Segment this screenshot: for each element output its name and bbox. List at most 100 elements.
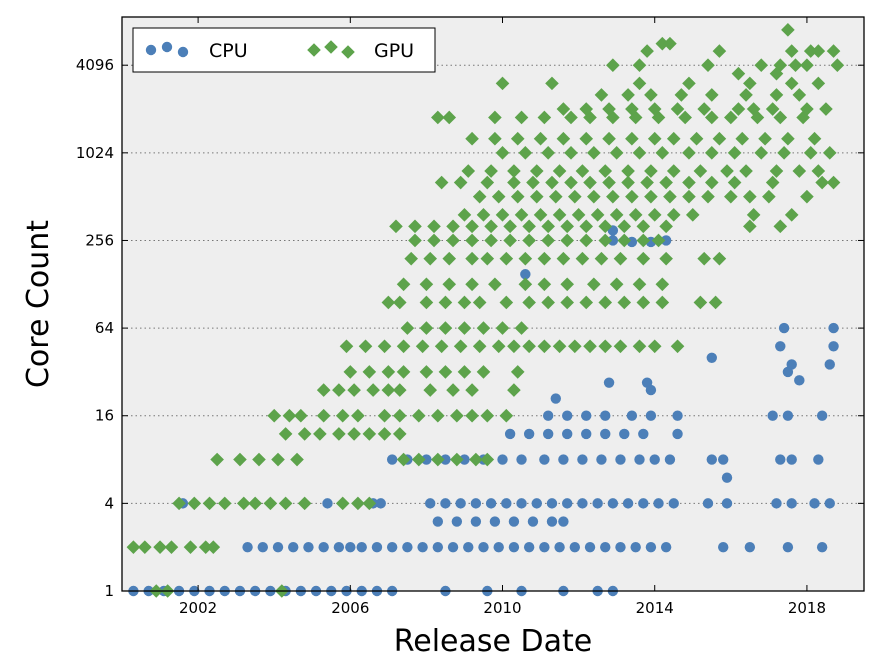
gpu-point xyxy=(674,88,689,102)
gpu-point xyxy=(564,175,578,190)
cpu-series xyxy=(128,225,839,597)
gpu-point xyxy=(465,219,479,234)
gpu-point xyxy=(564,110,578,125)
gpu-point xyxy=(594,251,609,266)
gpu-point xyxy=(617,295,632,310)
gpu-point xyxy=(537,277,552,292)
gpu-point xyxy=(598,339,613,354)
gpu-point xyxy=(640,44,654,58)
cpu-point xyxy=(520,269,531,280)
gpu-point xyxy=(663,36,677,51)
gpu-point xyxy=(571,208,586,222)
gpu-point xyxy=(335,408,350,423)
gpu-point xyxy=(743,189,757,204)
cpu-point xyxy=(721,472,733,483)
gpu-point xyxy=(442,251,457,266)
cpu-point xyxy=(809,498,820,509)
cpu-point xyxy=(371,541,383,553)
gpu-point xyxy=(758,131,772,146)
gpu-point xyxy=(731,102,746,116)
gpu-point xyxy=(811,76,826,91)
gpu-point xyxy=(423,383,438,397)
cpu-point xyxy=(440,454,451,465)
gpu-point xyxy=(465,383,479,397)
gpu-point xyxy=(362,427,377,441)
gpu-point xyxy=(396,365,411,379)
gpu-point xyxy=(510,131,525,146)
gpu-point xyxy=(419,321,434,335)
gpu-point xyxy=(724,110,738,125)
gpu-point xyxy=(389,219,403,234)
legend-label-gpu: GPU xyxy=(374,40,414,62)
legend-gpu-marker xyxy=(307,40,355,59)
gpu-point xyxy=(807,131,822,146)
gpu-point xyxy=(419,365,434,379)
x-tick-label: 2010 xyxy=(483,599,521,617)
gpu-point xyxy=(495,321,510,335)
gpu-point xyxy=(617,219,632,234)
gpu-point xyxy=(472,339,487,354)
gpu-point xyxy=(739,88,753,102)
gpu-point xyxy=(541,233,555,248)
gpu-point xyxy=(663,189,677,204)
gpu-point xyxy=(335,496,350,511)
x-tick-label: 2018 xyxy=(788,599,826,617)
x-axis-title: Release Date xyxy=(394,624,592,659)
cpu-point xyxy=(577,454,588,465)
gpu-point xyxy=(632,277,647,292)
gpu-point xyxy=(343,365,358,379)
gpu-point xyxy=(598,295,613,310)
gpu-point xyxy=(510,189,525,204)
gpu-point xyxy=(377,339,392,354)
x-tick-label: 2014 xyxy=(636,599,674,617)
gpu-point xyxy=(606,189,620,204)
cpu-point xyxy=(516,454,527,465)
cpu-point xyxy=(546,516,558,527)
gpu-point xyxy=(522,219,536,234)
cpu-point xyxy=(638,498,649,509)
gpu-point xyxy=(560,233,574,248)
gpu-point xyxy=(769,88,784,102)
gpu-point xyxy=(377,427,392,441)
plot-frame xyxy=(121,16,865,592)
cpu-point xyxy=(653,498,664,509)
cpu-point xyxy=(767,410,778,421)
gpu-point xyxy=(602,175,616,190)
gpu-point xyxy=(518,277,533,292)
gpu-point xyxy=(708,295,723,310)
gpu-point xyxy=(712,251,727,266)
gpu-point xyxy=(446,233,460,248)
gpu-point xyxy=(507,175,521,190)
gpu-point xyxy=(602,102,616,116)
cpu-point xyxy=(386,454,398,465)
cpu-point xyxy=(425,498,436,509)
cpu-point xyxy=(607,498,619,509)
cpu-point xyxy=(813,454,824,465)
gpu-point xyxy=(697,251,711,266)
gpu-point xyxy=(579,295,594,310)
gpu-point xyxy=(720,164,734,178)
gpu-point xyxy=(800,102,814,116)
cpu-point xyxy=(577,498,588,509)
y-axis-title: Core Count xyxy=(21,220,56,388)
gpu-point xyxy=(568,339,582,354)
gpu-point xyxy=(552,164,567,178)
gpu-point xyxy=(362,365,377,379)
cpu-point xyxy=(622,498,634,509)
gpu-point xyxy=(267,408,282,423)
gpu-point xyxy=(830,58,845,72)
gpu-point xyxy=(666,131,681,146)
gpu-point xyxy=(465,251,479,266)
gpu-point xyxy=(682,175,696,190)
gpu-point xyxy=(484,219,498,234)
gpu-point xyxy=(800,58,814,72)
gpu-point xyxy=(423,251,438,266)
cpu-point xyxy=(702,498,714,509)
gpu-point xyxy=(647,131,662,146)
cpu-point xyxy=(824,498,835,509)
gpu-point xyxy=(617,233,632,248)
gpu-point xyxy=(727,175,742,190)
gpu-point xyxy=(396,277,411,292)
gpu-point xyxy=(587,277,601,292)
gpu-point xyxy=(647,339,662,354)
